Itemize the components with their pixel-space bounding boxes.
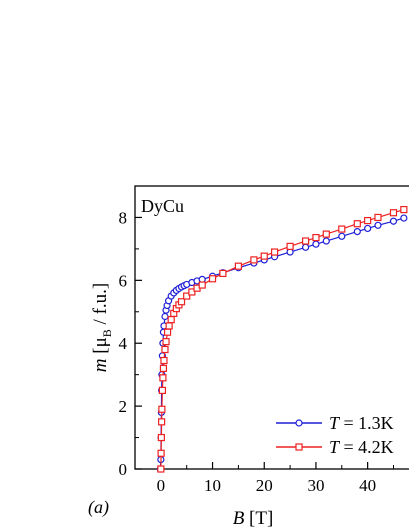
data-point xyxy=(161,345,169,354)
data-series xyxy=(156,205,408,473)
data-point xyxy=(322,230,330,238)
data-point xyxy=(400,205,408,214)
data-point xyxy=(157,433,165,442)
x-axis: 0 10 20 30 40 xyxy=(157,462,394,495)
legend-label: T = 4.2K xyxy=(329,437,394,457)
legend: T = 1.3K T = 4.2K xyxy=(276,413,394,457)
data-point xyxy=(158,386,166,394)
data-point xyxy=(163,328,172,336)
y-axis-unit-close: / f.u.] xyxy=(90,283,111,329)
data-point xyxy=(374,213,382,222)
y-tick-label: 2 xyxy=(119,397,128,416)
data-point xyxy=(286,242,294,250)
data-point xyxy=(177,298,186,306)
legend-marker xyxy=(295,443,303,451)
data-point xyxy=(208,275,217,283)
x-axis-unit: [T] xyxy=(244,508,273,529)
data-point xyxy=(338,232,346,240)
data-point xyxy=(364,216,372,225)
data-point xyxy=(160,356,168,365)
data-point xyxy=(158,405,166,413)
data-point xyxy=(364,224,372,233)
x-tick-label: 40 xyxy=(359,476,376,495)
data-point xyxy=(400,214,408,222)
data-point xyxy=(353,227,361,236)
data-point xyxy=(157,449,165,457)
legend-marker xyxy=(295,419,303,427)
x-axis-title: B [T] xyxy=(233,508,274,529)
data-point xyxy=(260,252,268,260)
data-point xyxy=(389,209,398,217)
series-1 xyxy=(156,214,408,473)
panel-label: (a) xyxy=(88,497,109,518)
y-axis-unit-subscript: B xyxy=(100,329,114,337)
data-point xyxy=(389,217,398,225)
y-tick-label: 4 xyxy=(119,334,128,353)
x-tick-label: 10 xyxy=(204,476,221,495)
data-point xyxy=(270,248,279,256)
x-tick-label: 0 xyxy=(157,476,166,495)
legend-label: T = 1.3K xyxy=(329,413,394,433)
y-axis: 0 2 4 6 8 xyxy=(119,208,142,479)
data-point xyxy=(374,221,382,229)
data-point xyxy=(219,269,227,278)
data-point xyxy=(158,418,166,426)
data-point xyxy=(159,374,167,382)
x-axis-symbol: B xyxy=(233,508,245,529)
y-axis-unit-open: [μ xyxy=(90,337,111,358)
sample-label: DyCu xyxy=(141,196,184,216)
y-axis-symbol: m xyxy=(90,358,111,372)
data-point xyxy=(338,225,346,233)
data-point xyxy=(165,322,173,330)
data-point xyxy=(302,237,310,245)
series-2 xyxy=(157,205,408,473)
data-point xyxy=(188,288,196,296)
plot-area xyxy=(134,185,409,470)
legend-item: T = 4.2K xyxy=(276,437,394,457)
data-point xyxy=(250,256,258,264)
data-point xyxy=(353,220,361,228)
data-point xyxy=(234,262,242,270)
data-point xyxy=(167,316,175,324)
x-tick-label: 30 xyxy=(307,476,324,495)
x-tick-label: 20 xyxy=(256,476,273,495)
data-point xyxy=(162,338,170,346)
data-point xyxy=(302,243,310,251)
legend-item: T = 1.3K xyxy=(276,413,394,433)
y-axis-title: m [μB / f.u.] xyxy=(90,283,114,372)
data-point xyxy=(312,240,320,248)
data-point xyxy=(198,281,206,289)
axes-frame xyxy=(134,185,409,470)
data-point xyxy=(312,233,320,242)
data-point xyxy=(161,312,169,321)
data-point xyxy=(183,292,191,300)
y-tick-label: 8 xyxy=(119,208,128,227)
data-point xyxy=(159,364,168,372)
data-point xyxy=(322,237,330,245)
y-tick-label: 6 xyxy=(119,271,128,290)
y-tick-label: 0 xyxy=(119,460,128,479)
data-point xyxy=(157,465,165,473)
